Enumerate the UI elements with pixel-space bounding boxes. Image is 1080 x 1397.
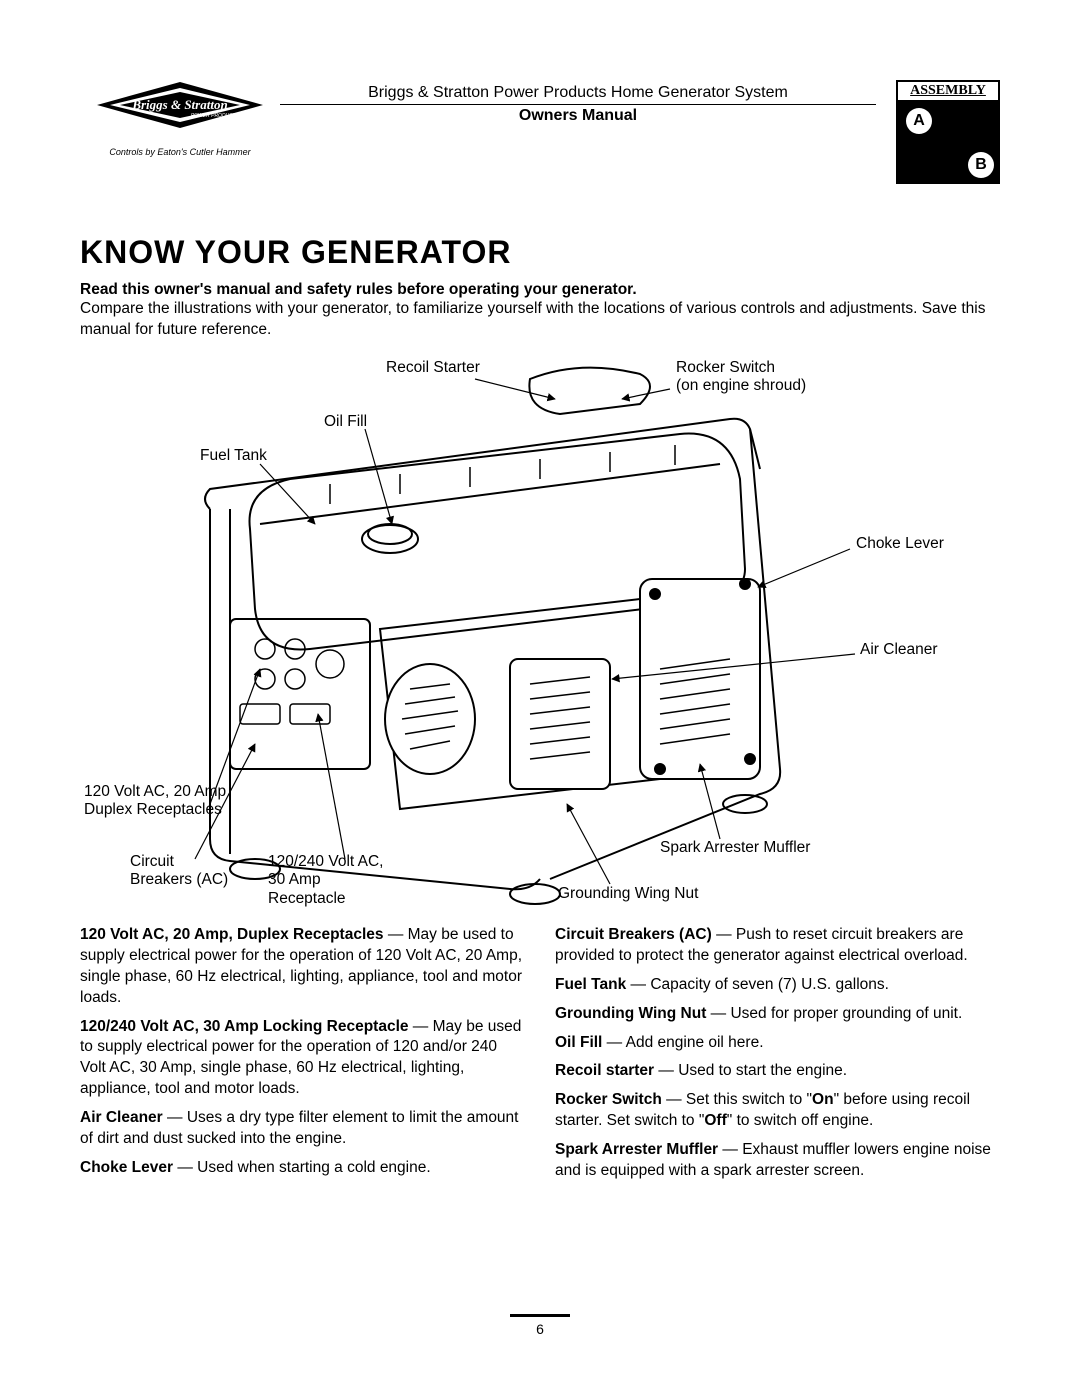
header-subtitle: Owners Manual (280, 107, 876, 125)
section-title: KNOW YOUR GENERATOR (80, 234, 1000, 271)
description-item: Fuel Tank — Capacity of seven (7) U.S. g… (555, 975, 1000, 996)
description-item: Choke Lever — Used when starting a cold … (80, 1158, 525, 1179)
callout-recoil-starter: Recoil Starter (386, 359, 480, 378)
callout-receptacle30: 120/240 Volt AC, 30 Amp Receptacle (268, 853, 383, 909)
svg-text:Briggs & Stratton: Briggs & Stratton (131, 97, 227, 112)
intro-bold: Read this owner's manual and safety rule… (80, 281, 1000, 299)
assembly-badge: ASSEMBLY A B (896, 80, 1000, 184)
description-item: Spark Arrester Muffler — Exhaust muffler… (555, 1140, 1000, 1182)
description-item: Oil Fill — Add engine oil here. (555, 1033, 1000, 1054)
descriptions-block: 120 Volt AC, 20 Amp, Duplex Receptacles … (80, 925, 1000, 1190)
logo-tagline: Controls by Eaton's Cutler Hammer (80, 147, 280, 157)
callout-choke-lever: Choke Lever (856, 535, 944, 554)
header-title-block: Briggs & Stratton Power Products Home Ge… (280, 80, 876, 125)
generator-diagram: Recoil Starter Rocker Switch (on engine … (80, 349, 1000, 909)
callout-oil-fill: Oil Fill (324, 413, 367, 432)
svg-text:POWER PRODUCTS: POWER PRODUCTS (191, 113, 240, 119)
page-header: Briggs & Stratton POWER PRODUCTS Control… (80, 80, 1000, 184)
briggs-logo-icon: Briggs & Stratton POWER PRODUCTS (95, 80, 265, 140)
callout-fuel-tank: Fuel Tank (200, 447, 267, 466)
brand-logo: Briggs & Stratton POWER PRODUCTS Control… (80, 80, 280, 157)
description-item: Recoil starter — Used to start the engin… (555, 1061, 1000, 1082)
callout-rocker-switch: Rocker Switch (on engine shroud) (676, 359, 806, 396)
intro-body: Compare the illustrations with your gene… (80, 299, 1000, 341)
badge-circle-b: B (968, 152, 994, 178)
page-number-block: 6 (0, 1314, 1080, 1337)
generator-illustration (80, 349, 1000, 909)
descriptions-left: 120 Volt AC, 20 Amp, Duplex Receptacles … (80, 925, 525, 1190)
callout-air-cleaner: Air Cleaner (860, 641, 938, 660)
callout-ground-nut: Grounding Wing Nut (558, 885, 698, 904)
assembly-label: ASSEMBLY (898, 82, 998, 100)
descriptions-right: Circuit Breakers (AC) — Push to reset ci… (555, 925, 1000, 1190)
description-item: Circuit Breakers (AC) — Push to reset ci… (555, 925, 1000, 967)
badge-circle-a: A (906, 108, 932, 134)
callout-spark-muffler: Spark Arrester Muffler (660, 839, 810, 858)
description-item: Grounding Wing Nut — Used for proper gro… (555, 1004, 1000, 1025)
header-product-line: Briggs & Stratton Power Products Home Ge… (280, 84, 876, 105)
page-number: 6 (536, 1321, 544, 1337)
callout-breakers: Circuit Breakers (AC) (130, 853, 228, 890)
description-item: 120/240 Volt AC, 30 Amp Locking Receptac… (80, 1017, 525, 1101)
description-item: Air Cleaner — Uses a dry type filter ele… (80, 1108, 525, 1150)
description-item: Rocker Switch — Set this switch to "On" … (555, 1090, 1000, 1132)
callout-duplex: 120 Volt AC, 20 Amp Duplex Receptacles (84, 783, 226, 820)
description-item: 120 Volt AC, 20 Amp, Duplex Receptacles … (80, 925, 525, 1009)
